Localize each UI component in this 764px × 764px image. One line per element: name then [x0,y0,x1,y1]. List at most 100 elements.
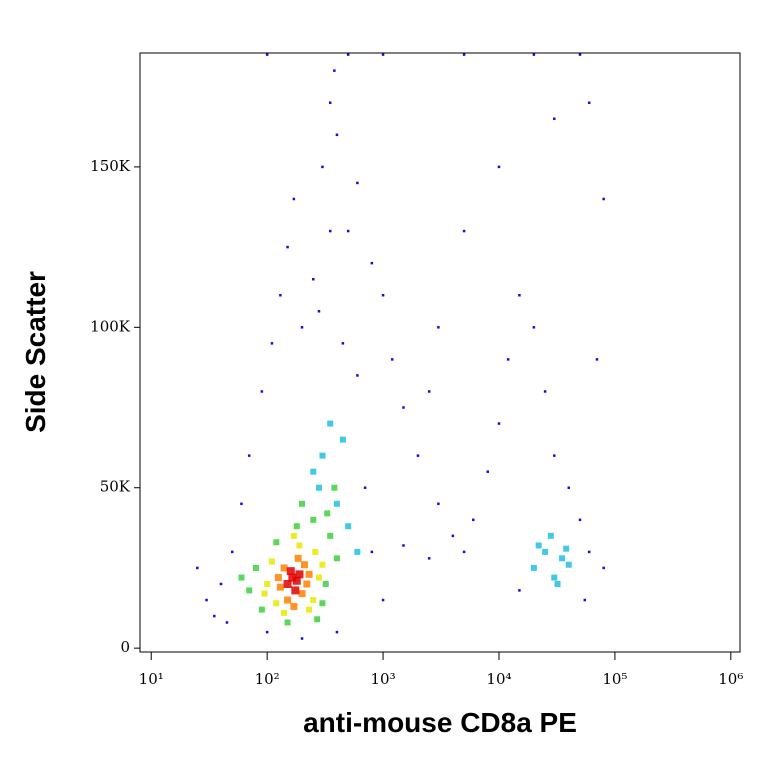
point [363,486,367,489]
point [381,293,385,297]
dots [196,53,605,640]
point [327,420,334,427]
point [335,630,339,634]
point [370,261,374,265]
point [402,544,405,547]
point [312,548,319,555]
point [381,53,385,56]
point [292,197,296,201]
point [587,550,591,554]
point [416,454,420,457]
point [293,523,300,530]
point [247,454,251,457]
point [321,165,324,169]
point [261,590,268,597]
point [252,564,259,571]
point [551,574,558,581]
point [319,452,326,459]
point [506,358,510,361]
point [322,580,329,587]
point [370,550,374,554]
point [462,229,466,233]
x-tick-label: 10³ [371,670,396,688]
point [518,589,521,592]
point [286,245,289,249]
point [268,558,275,565]
plot-frame [139,52,741,653]
point [281,609,288,616]
point [602,566,605,570]
point [578,53,582,56]
point [346,229,350,233]
point [328,229,332,233]
point [290,602,298,610]
point [225,621,229,624]
point [427,557,431,560]
point [346,53,350,56]
point [310,468,317,475]
y-tick-label: 100K [90,317,131,335]
point [553,117,556,121]
point [317,310,321,313]
point [299,500,306,507]
point [437,502,440,506]
point [300,326,304,329]
x-tick-label: 10¹ [139,670,164,688]
point [238,574,245,581]
point [345,523,352,530]
point [335,133,339,137]
point [486,470,490,473]
point [567,486,571,489]
point [324,510,331,517]
point [270,342,274,345]
point [602,197,605,201]
point [542,548,549,555]
point [547,532,554,539]
point [532,326,536,329]
point [472,518,475,522]
point [437,326,440,329]
y-axis-label: Side Scatter [20,271,51,433]
point [356,374,359,377]
point [231,550,234,554]
point [314,616,321,623]
point [260,390,264,393]
point [284,619,291,626]
point [280,564,288,572]
point [339,436,346,443]
point [312,277,315,281]
point [315,574,322,581]
point [196,566,199,570]
point [595,358,599,361]
point [240,502,243,506]
point [291,586,300,595]
point [402,406,405,409]
point [333,500,340,507]
point [273,600,280,607]
point [283,579,292,588]
point [276,583,284,591]
point [213,614,216,618]
point [497,422,501,425]
point [532,53,536,56]
point [298,590,306,598]
point [246,587,253,594]
point [563,545,570,552]
x-tick-label: 10² [255,670,280,688]
point [303,580,311,588]
point [578,518,582,522]
point [553,454,556,457]
point [294,554,302,562]
point [273,539,280,546]
x-axis-label: anti-mouse CD8a PE [303,707,577,738]
point [296,542,303,549]
point [451,534,455,538]
point [462,53,466,56]
point [319,600,326,607]
point [265,630,269,634]
point [290,532,297,539]
point [327,532,334,539]
point [315,484,322,491]
point [265,53,269,56]
